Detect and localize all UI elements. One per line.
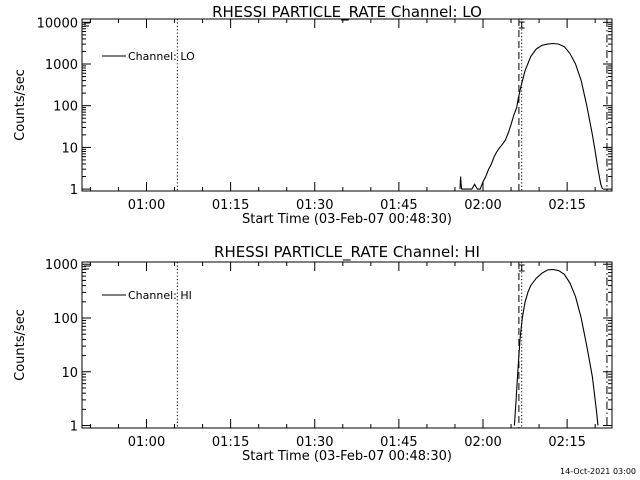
x-tick-label: 02:15 <box>548 435 585 450</box>
y-tick-label: 1 <box>70 183 78 198</box>
x-tick-label: 02:15 <box>548 198 585 213</box>
y-tick-label: 1000 <box>45 258 78 273</box>
y-tick-label: 10 <box>61 366 78 381</box>
legend-label: Channel: HI <box>128 289 192 302</box>
x-tick-label: 01:00 <box>128 435 165 450</box>
x-tick-label: 02:00 <box>464 435 501 450</box>
chart-title: RHESSI PARTICLE_RATE Channel: HI <box>214 243 480 262</box>
y-tick-label: 1 <box>70 420 78 435</box>
y-axis-label: Counts/sec <box>13 309 28 381</box>
x-axis-label: Start Time (03-Feb-07 00:48:30) <box>242 212 452 227</box>
chart-title: RHESSI PARTICLE_RATE Channel: LO <box>212 3 482 22</box>
x-tick-label: 02:00 <box>464 198 501 213</box>
y-tick-label: 10 <box>61 141 78 156</box>
x-tick-label: 01:15 <box>212 435 249 450</box>
y-tick-label: 1000 <box>45 58 78 73</box>
plot-frame <box>81 18 613 192</box>
legend-label: Channel: LO <box>128 50 195 63</box>
x-tick-label: 01:15 <box>212 198 249 213</box>
series-line <box>513 268 599 426</box>
x-axis-label: Start Time (03-Feb-07 00:48:30) <box>242 449 452 464</box>
series-line <box>459 42 604 190</box>
y-tick-label: 100 <box>53 312 78 327</box>
x-tick-label: 01:30 <box>296 198 333 213</box>
x-tick-label: 01:30 <box>296 435 333 450</box>
footer-timestamp: 14-Oct-2021 03:00 <box>560 467 636 476</box>
x-tick-label: 01:00 <box>128 198 165 213</box>
x-tick-label: 01:45 <box>380 435 417 450</box>
x-tick-label: 01:45 <box>380 198 417 213</box>
y-tick-label: 10000 <box>37 16 78 31</box>
y-tick-label: 100 <box>53 100 78 115</box>
y-axis-label: Counts/sec <box>13 69 28 141</box>
plot-frame <box>81 261 613 429</box>
